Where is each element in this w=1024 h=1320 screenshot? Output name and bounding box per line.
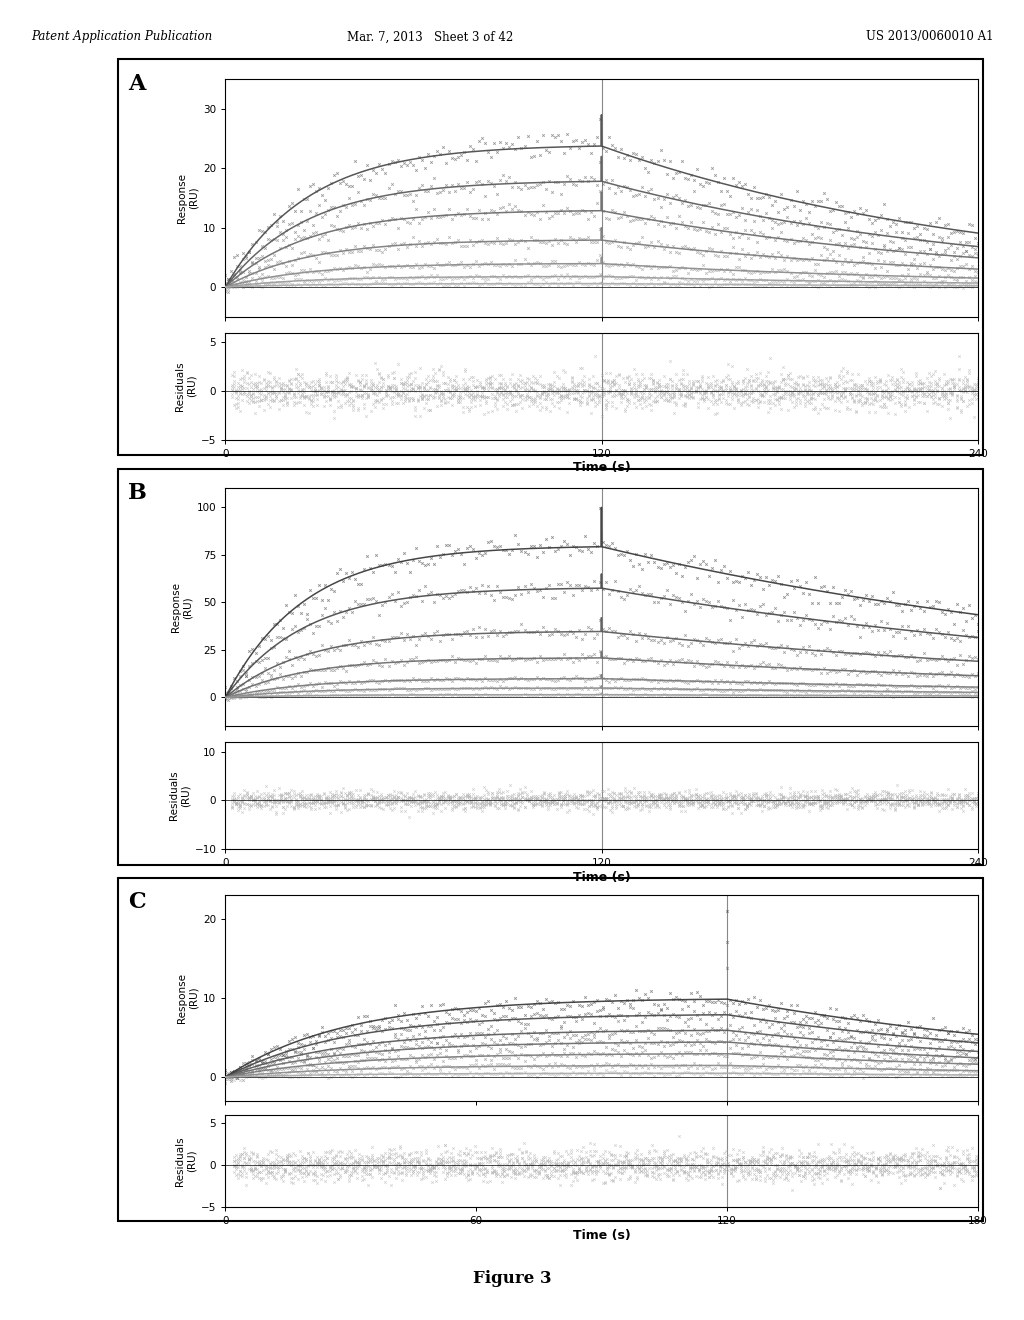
- Text: Mar. 7, 2013   Sheet 3 of 42: Mar. 7, 2013 Sheet 3 of 42: [347, 30, 513, 44]
- Y-axis label: Residuals
(RU): Residuals (RU): [175, 1137, 197, 1185]
- Y-axis label: Response
(RU): Response (RU): [177, 973, 199, 1023]
- Text: A: A: [128, 73, 145, 95]
- Text: US 2013/0060010 A1: US 2013/0060010 A1: [865, 30, 993, 44]
- Y-axis label: Response
(RU): Response (RU): [177, 173, 199, 223]
- Y-axis label: Response
(RU): Response (RU): [171, 582, 193, 632]
- Text: C: C: [128, 891, 145, 913]
- X-axis label: Time (s): Time (s): [572, 871, 631, 883]
- Text: B: B: [128, 482, 146, 504]
- Text: Patent Application Publication: Patent Application Publication: [31, 30, 212, 44]
- X-axis label: Time (s): Time (s): [572, 462, 631, 474]
- Y-axis label: Residuals
(RU): Residuals (RU): [169, 771, 190, 820]
- Text: Figure 3: Figure 3: [473, 1270, 551, 1287]
- Y-axis label: Residuals
(RU): Residuals (RU): [175, 362, 197, 411]
- X-axis label: Time (s): Time (s): [572, 1229, 631, 1242]
